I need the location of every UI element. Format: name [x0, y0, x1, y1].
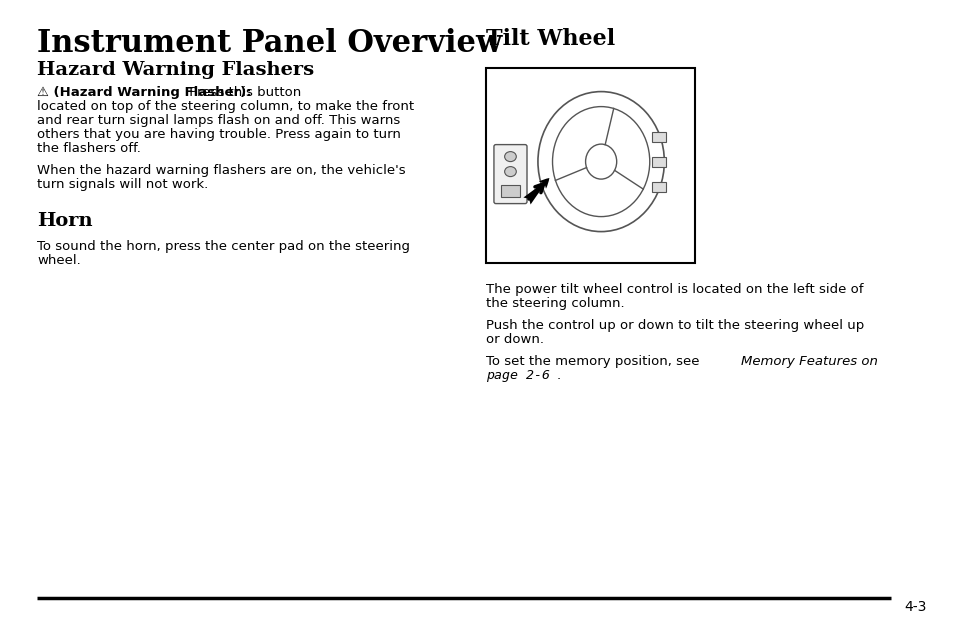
Text: When the hazard warning flashers are on, the vehicle's: When the hazard warning flashers are on,…	[37, 164, 405, 177]
Text: Press this button: Press this button	[185, 86, 301, 99]
Text: wheel.: wheel.	[37, 254, 81, 267]
Text: The power tilt wheel control is located on the left side of: The power tilt wheel control is located …	[486, 283, 862, 296]
Text: Tilt Wheel: Tilt Wheel	[486, 28, 615, 50]
Text: Push the control up or down to tilt the steering wheel up: Push the control up or down to tilt the …	[486, 319, 863, 332]
Text: or down.: or down.	[486, 333, 543, 346]
Bar	[651, 131, 665, 142]
Text: page 2-6: page 2-6	[486, 369, 550, 382]
Text: 4-3: 4-3	[903, 600, 925, 614]
Text: the flashers off.: the flashers off.	[37, 142, 141, 155]
Text: .: .	[556, 369, 559, 382]
Text: Hazard Warning Flashers: Hazard Warning Flashers	[37, 61, 314, 79]
Bar	[651, 182, 665, 191]
Text: Instrument Panel Overview: Instrument Panel Overview	[37, 28, 501, 59]
Text: turn signals will not work.: turn signals will not work.	[37, 178, 208, 191]
Ellipse shape	[504, 167, 516, 177]
Text: others that you are having trouble. Press again to turn: others that you are having trouble. Pres…	[37, 128, 400, 141]
Text: To set the memory position, see: To set the memory position, see	[486, 355, 703, 368]
Text: located on top of the steering column, to make the front: located on top of the steering column, t…	[37, 100, 414, 113]
Text: the steering column.: the steering column.	[486, 297, 624, 310]
Text: To sound the horn, press the center pad on the steering: To sound the horn, press the center pad …	[37, 240, 410, 253]
Bar	[651, 156, 665, 167]
Text: Memory Features on: Memory Features on	[740, 355, 877, 368]
Bar	[486, 68, 695, 263]
FancyBboxPatch shape	[494, 145, 526, 204]
Bar	[500, 184, 519, 197]
Text: and rear turn signal lamps flash on and off. This warns: and rear turn signal lamps flash on and …	[37, 114, 399, 127]
Text: ⚠ (Hazard Warning Flasher):: ⚠ (Hazard Warning Flasher):	[37, 86, 252, 99]
Text: Horn: Horn	[37, 212, 92, 230]
Ellipse shape	[504, 152, 516, 161]
